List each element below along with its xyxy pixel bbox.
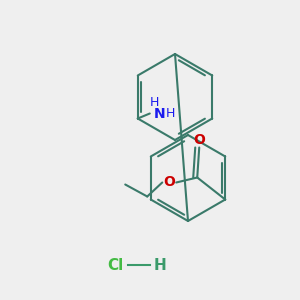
Text: Cl: Cl	[107, 257, 123, 272]
Text: H: H	[166, 107, 176, 120]
Text: N: N	[154, 106, 166, 121]
Text: O: O	[163, 176, 175, 190]
Text: H: H	[154, 257, 166, 272]
Text: O: O	[193, 133, 205, 146]
Text: H: H	[150, 96, 159, 109]
